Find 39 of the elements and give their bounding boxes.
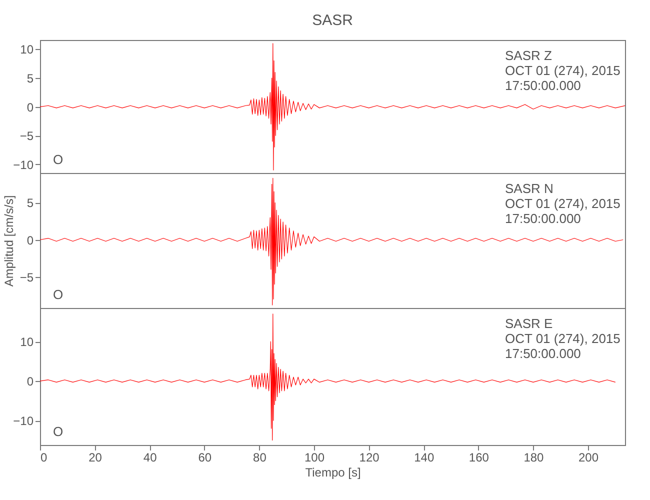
x-tick-label: 100 xyxy=(304,450,325,464)
x-axis-title: Tiempo [s] xyxy=(305,466,361,480)
y-tick-label: −10 xyxy=(13,414,34,428)
x-tick-label: 140 xyxy=(414,450,434,464)
line-series xyxy=(40,43,625,170)
annotation: SASR E xyxy=(505,316,554,331)
annotation: 17:50:00.000 xyxy=(505,211,581,226)
x-tick-label: 160 xyxy=(468,450,490,464)
annotation: 17:50:00.000 xyxy=(505,78,581,93)
y-tick-label: 0 xyxy=(26,374,34,389)
y-tick-label: 5 xyxy=(26,196,34,210)
x-tick-label: 200 xyxy=(578,450,599,464)
annotation: 17:50:00.000 xyxy=(505,346,581,361)
y-tick-label: −5 xyxy=(20,270,34,284)
y-tick-label: −5 xyxy=(20,129,34,144)
x-tick-label: 0 xyxy=(40,450,48,464)
y-tick-label: −10 xyxy=(13,158,34,172)
line-series xyxy=(40,178,624,306)
y-tick-label: 5 xyxy=(26,72,34,86)
y-axis-title: Amplitud [cm/s/s] xyxy=(2,195,16,287)
annotation: O xyxy=(53,287,64,302)
annotation: O xyxy=(53,152,64,167)
chart-title: SASR xyxy=(312,12,354,29)
x-tick-label: 60 xyxy=(198,450,212,464)
annotation: SASR Z xyxy=(505,48,552,63)
y-tick-label: 10 xyxy=(20,335,34,350)
y-tick-label: 0 xyxy=(26,100,34,114)
annotation: SASR N xyxy=(505,181,554,196)
annotation: OCT 01 (274), 2015 xyxy=(505,63,620,78)
x-tick-label: 180 xyxy=(524,450,544,464)
x-tick-label: 120 xyxy=(359,450,380,464)
x-tick-label: 20 xyxy=(88,450,102,464)
annotation: OCT 01 (274), 2015 xyxy=(505,331,620,346)
annotation: O xyxy=(53,424,64,439)
x-tick-label: 40 xyxy=(143,450,158,464)
annotation: OCT 01 (274), 2015 xyxy=(505,196,620,211)
x-tick-label: 80 xyxy=(253,450,267,464)
y-tick-label: 10 xyxy=(20,42,34,57)
y-tick-label: 0 xyxy=(26,233,34,248)
